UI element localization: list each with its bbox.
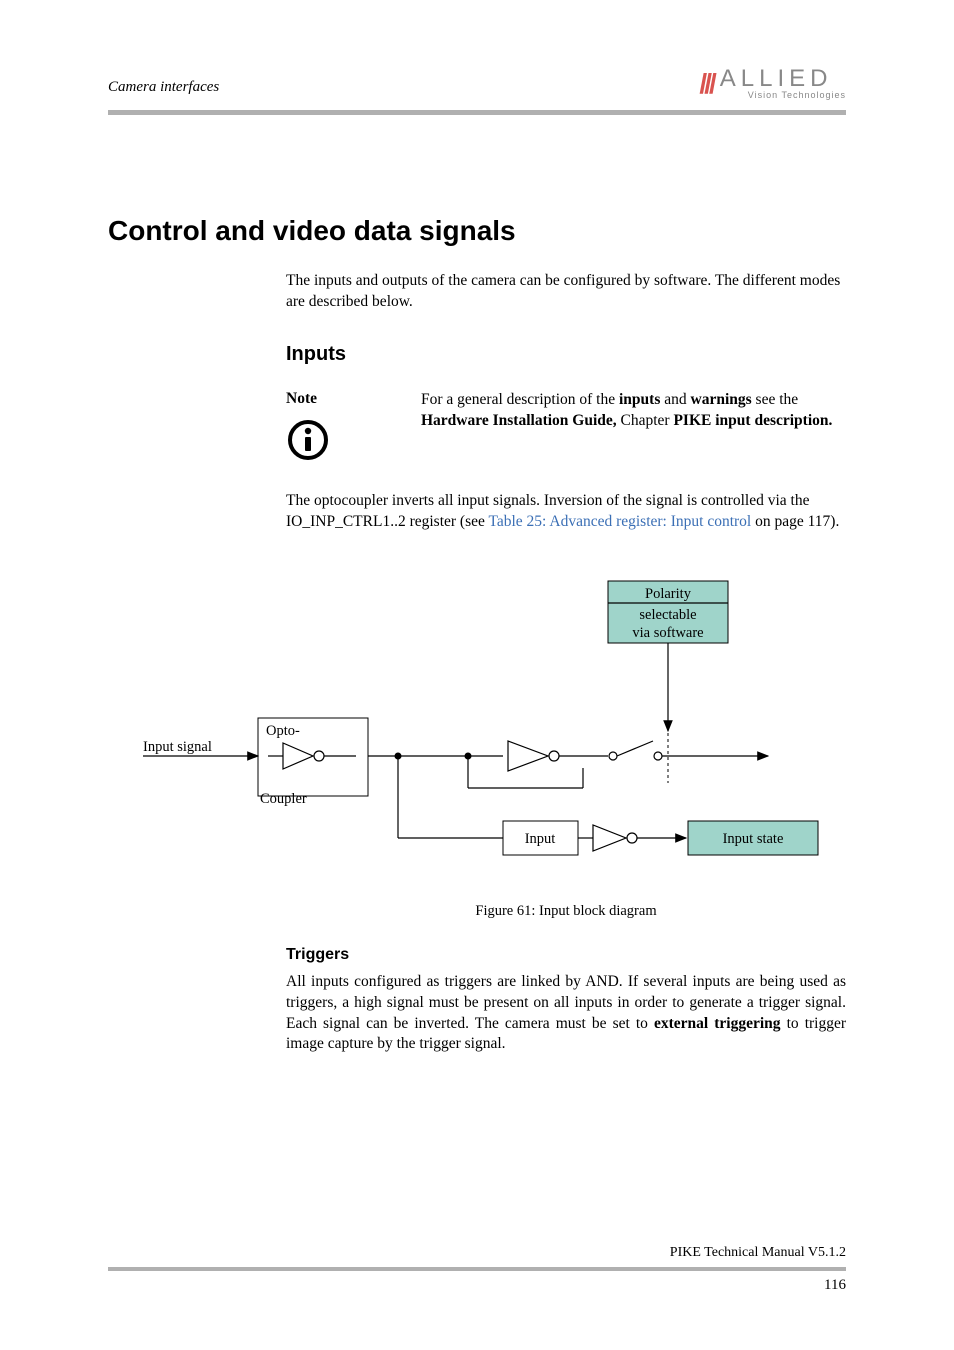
page-header: Camera interfaces /// ALLIED Vision Tech… <box>108 55 846 100</box>
table-link[interactable]: Table 25: Advanced register: Input contr… <box>488 513 751 530</box>
input-box-label: Input <box>525 831 556 847</box>
intro-paragraph: The inputs and outputs of the camera can… <box>286 271 846 313</box>
polarity-label-3: via software <box>632 625 703 641</box>
coupler-label: Coupler <box>260 791 307 807</box>
info-icon <box>286 418 401 467</box>
logo-sub-text: Vision Technologies <box>748 91 846 100</box>
header-divider <box>108 110 846 115</box>
opto-label: Opto- <box>266 723 300 739</box>
figure-caption: Figure 61: Input block diagram <box>286 903 846 920</box>
page-footer: PIKE Technical Manual V5.1.2 116 <box>108 1245 846 1294</box>
triggers-heading: Triggers <box>286 946 846 964</box>
logo-main-text: ALLIED <box>720 67 846 91</box>
input-signal-label: Input signal <box>143 739 212 755</box>
polarity-label-2: selectable <box>639 607 696 623</box>
logo-slashes-icon: /// <box>699 68 713 100</box>
footer-divider <box>108 1267 846 1271</box>
page-number: 116 <box>108 1277 846 1294</box>
input-state-label: Input state <box>723 831 784 847</box>
brand-logo: /// ALLIED Vision Technologies <box>699 67 846 100</box>
polarity-label-1: Polarity <box>645 586 692 602</box>
manual-version: PIKE Technical Manual V5.1.2 <box>108 1245 846 1261</box>
optocoupler-paragraph: The optocoupler inverts all input signal… <box>286 491 846 533</box>
inputs-heading: Inputs <box>286 343 846 366</box>
note-label: Note <box>286 390 401 408</box>
page-title: Control and video data signals <box>108 215 846 247</box>
input-block-diagram: Polarity selectable via software Input s… <box>108 573 846 883</box>
note-text: For a general description of the inputs … <box>421 390 846 467</box>
triggers-paragraph: All inputs configured as triggers are li… <box>286 972 846 1056</box>
breadcrumb: Camera interfaces <box>108 79 219 100</box>
note-block: Note For a general description of the in… <box>286 390 846 467</box>
